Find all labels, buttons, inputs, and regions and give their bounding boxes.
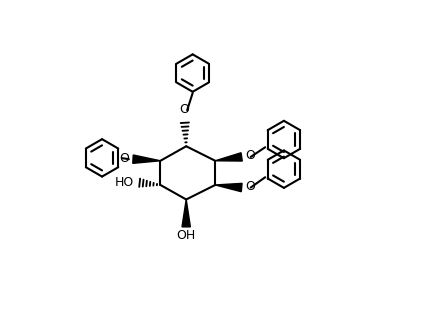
Text: O: O [245, 180, 255, 194]
Text: HO: HO [115, 176, 134, 189]
Polygon shape [133, 155, 160, 163]
Text: OH: OH [176, 229, 196, 242]
Polygon shape [215, 153, 242, 161]
Text: O: O [120, 152, 129, 165]
Polygon shape [215, 183, 242, 192]
Text: O: O [245, 149, 255, 162]
Polygon shape [182, 199, 190, 227]
Text: O: O [180, 103, 190, 116]
